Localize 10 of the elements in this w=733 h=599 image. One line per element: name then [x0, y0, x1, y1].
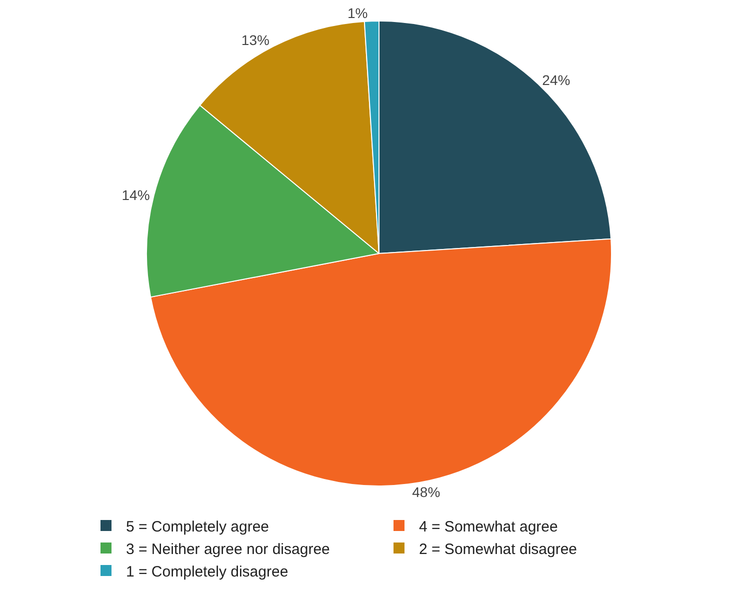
- data-label: 13%: [241, 32, 270, 48]
- legend-label: 1 = Completely disagree: [126, 563, 288, 580]
- data-label: 24%: [542, 72, 570, 88]
- legend-label: 5 = Completely agree: [126, 518, 269, 536]
- data-label: 14%: [122, 187, 150, 204]
- data-label: 1%: [347, 5, 368, 22]
- legend-label: 4 = Somewhat agree: [419, 518, 558, 536]
- legend-label: 3 = Neither agree nor disagree: [126, 540, 330, 558]
- legend-label: 2 = Somewhat disagree: [419, 540, 578, 558]
- data-label: 48%: [412, 484, 440, 500]
